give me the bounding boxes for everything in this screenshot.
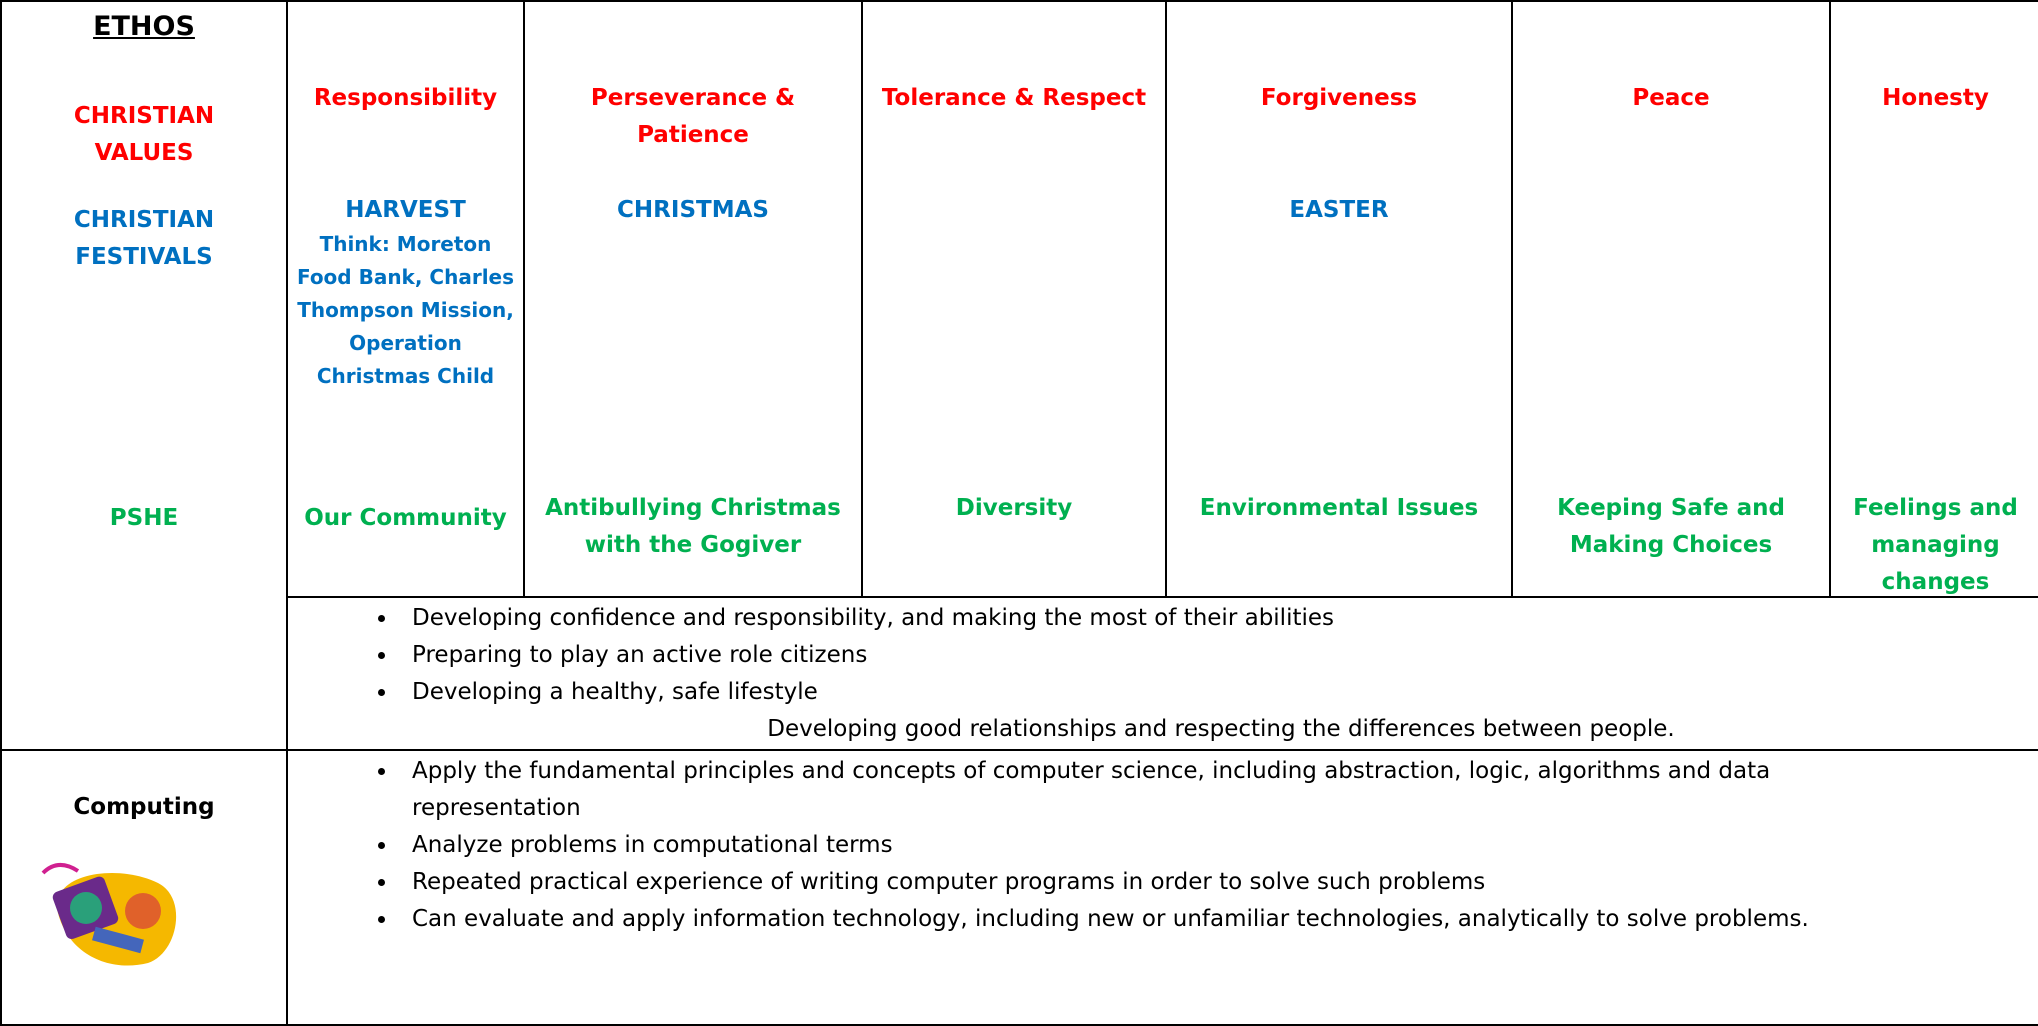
pshe-closing: Developing good relationships and respec… — [767, 716, 1675, 742]
festival: EASTER — [1289, 197, 1389, 223]
pshe-aim: Developing confidence and responsibility… — [398, 600, 2038, 637]
value-column: Responsibility HARVEST Think: Moreton Food… — [286, 0, 525, 598]
computing-list: Apply the fundamental principles and con… — [288, 753, 2038, 938]
festival: HARVEST — [345, 197, 466, 223]
pshe-topic: Environmental Issues — [1199, 495, 1479, 521]
christian-value: Responsibility — [313, 85, 498, 111]
pshe-aims-list: Developing confidence and responsibility… — [288, 600, 2038, 711]
computing-cell: Apply the fundamental principles and con… — [286, 749, 2038, 1026]
value-column: Honesty Feelings and managing changes — [1829, 0, 2038, 598]
christian-value: Honesty — [1882, 85, 1989, 111]
value-column: Tolerance & Respect Diversity — [861, 0, 1167, 598]
ethos-cell: ETHOS CHRISTIAN VALUES CHRISTIAN FESTIVA… — [0, 0, 288, 751]
christian-value: Forgiveness — [1260, 85, 1418, 111]
pshe-label: PSHE — [109, 505, 179, 531]
pshe-aims: Developing confidence and responsibility… — [286, 596, 2038, 751]
computing-clipart — [41, 863, 177, 966]
pshe-aim: Preparing to play an active role citizen… — [398, 637, 2038, 674]
pshe-topic: Keeping Safe and Making Choices — [1557, 495, 1785, 558]
computing-aim: Repeated practical experience of writing… — [398, 864, 2038, 901]
computing-title: Computing — [73, 794, 215, 820]
computing-aim: Can evaluate and apply information techn… — [398, 901, 2038, 938]
christian-value: Peace — [1632, 85, 1710, 111]
festivals-label: CHRISTIAN FESTIVALS — [73, 207, 215, 270]
computing-aim: Analyze problems in computational terms — [398, 827, 2038, 864]
christian-value: Perseverance & Patience — [590, 85, 796, 148]
pshe-topic: Feelings and managing changes — [1853, 495, 2018, 595]
pshe-aim: Developing a healthy, safe lifestyle — [398, 674, 2038, 711]
pshe-topic: Antibullying Christmas with the Gogiver — [545, 495, 841, 558]
pshe-topic: Our Community — [304, 505, 507, 531]
festival-note: Think: Moreton Food Bank, Charles Thomps… — [296, 232, 515, 388]
ethos-title: ETHOS — [93, 11, 195, 42]
christian-value: Tolerance & Respect — [881, 85, 1147, 111]
pshe-topic: Diversity — [955, 495, 1073, 521]
computing-label-cell: Computing — [0, 749, 288, 1026]
value-column: Forgiveness EASTER Environmental Issues — [1165, 0, 1513, 598]
festival: CHRISTMAS — [617, 197, 769, 223]
computing-aim: Apply the fundamental principles and con… — [398, 753, 2038, 827]
value-column: Peace Keeping Safe and Making Choices — [1511, 0, 1831, 598]
values-label: CHRISTIAN VALUES — [73, 103, 215, 166]
value-column: Perseverance & Patience CHRISTMAS Antibull… — [523, 0, 863, 598]
